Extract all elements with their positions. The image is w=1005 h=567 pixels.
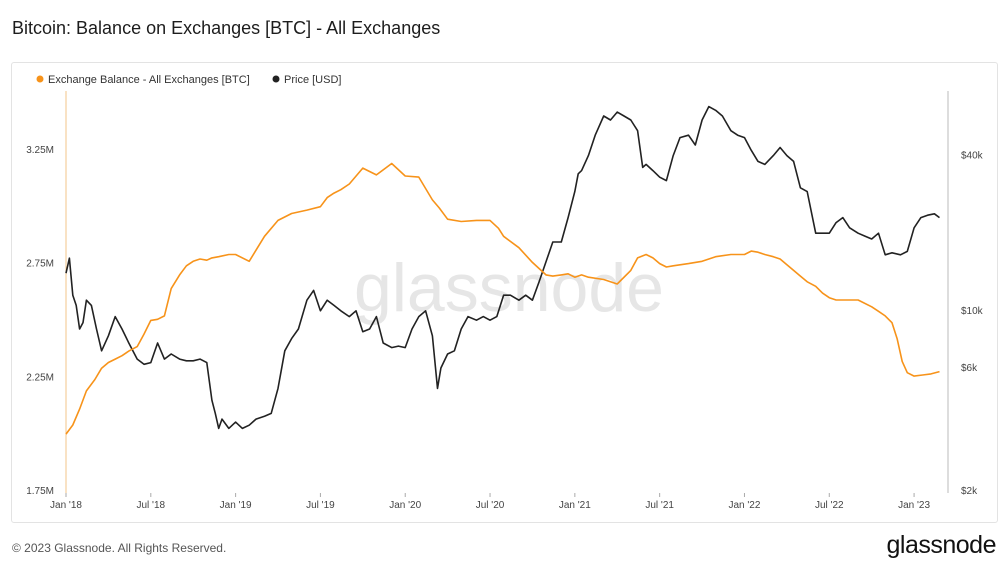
chart: Exchange Balance - All Exchanges [BTC] P… xyxy=(26,74,984,511)
y-right-ticks: $2k $6k $10k $40k xyxy=(961,151,984,497)
brand-logo[interactable]: glassnode xyxy=(886,531,997,559)
watermark: glassnode xyxy=(354,250,664,326)
legend-balance-label[interactable]: Exchange Balance - All Exchanges [BTC] xyxy=(48,74,250,86)
y-right-tick-label: $2k xyxy=(961,486,978,497)
y-left-ticks: 1.75M 2.25M 2.75M 3.25M xyxy=(26,145,54,497)
y-left-tick-label: 2.25M xyxy=(26,372,54,383)
x-ticks: Jan '18 Jul '18 Jan '19 Jul '19 Jan '20 Jul '… xyxy=(50,493,930,511)
x-tick-label: Jan '19 xyxy=(220,500,252,511)
x-tick-label: Jul '20 xyxy=(476,500,505,511)
x-tick-label: Jul '21 xyxy=(645,500,674,511)
y-left-tick-label: 2.75M xyxy=(26,259,54,270)
copyright-text: © 2023 Glassnode. All Rights Reserved. xyxy=(12,541,227,555)
chart-card: Exchange Balance - All Exchanges [BTC] P… xyxy=(11,62,998,523)
legend-price-label[interactable]: Price [USD] xyxy=(284,74,341,86)
legend-balance-marker xyxy=(36,75,44,83)
y-right-tick-label: $6k xyxy=(961,363,978,374)
y-right-tick-label: $10k xyxy=(961,306,984,317)
price-series-line xyxy=(65,105,940,430)
page-title: Bitcoin: Balance on Exchanges [BTC] - Al… xyxy=(12,18,441,38)
x-tick-label: Jul '22 xyxy=(815,500,844,511)
x-tick-label: Jan '20 xyxy=(389,500,421,511)
legend-price-marker xyxy=(272,75,280,83)
x-tick-label: Jan '21 xyxy=(559,500,591,511)
y-left-tick-label: 1.75M xyxy=(26,486,54,497)
x-tick-label: Jan '18 xyxy=(50,500,82,511)
x-tick-label: Jan '22 xyxy=(728,500,760,511)
legend: Exchange Balance - All Exchanges [BTC] P… xyxy=(36,74,341,86)
y-right-tick-label: $40k xyxy=(961,151,984,162)
balance-series-line xyxy=(65,162,940,435)
y-left-tick-label: 3.25M xyxy=(26,145,54,156)
x-tick-label: Jan '23 xyxy=(898,500,930,511)
x-tick-label: Jul '18 xyxy=(137,500,166,511)
x-tick-label: Jul '19 xyxy=(306,500,335,511)
